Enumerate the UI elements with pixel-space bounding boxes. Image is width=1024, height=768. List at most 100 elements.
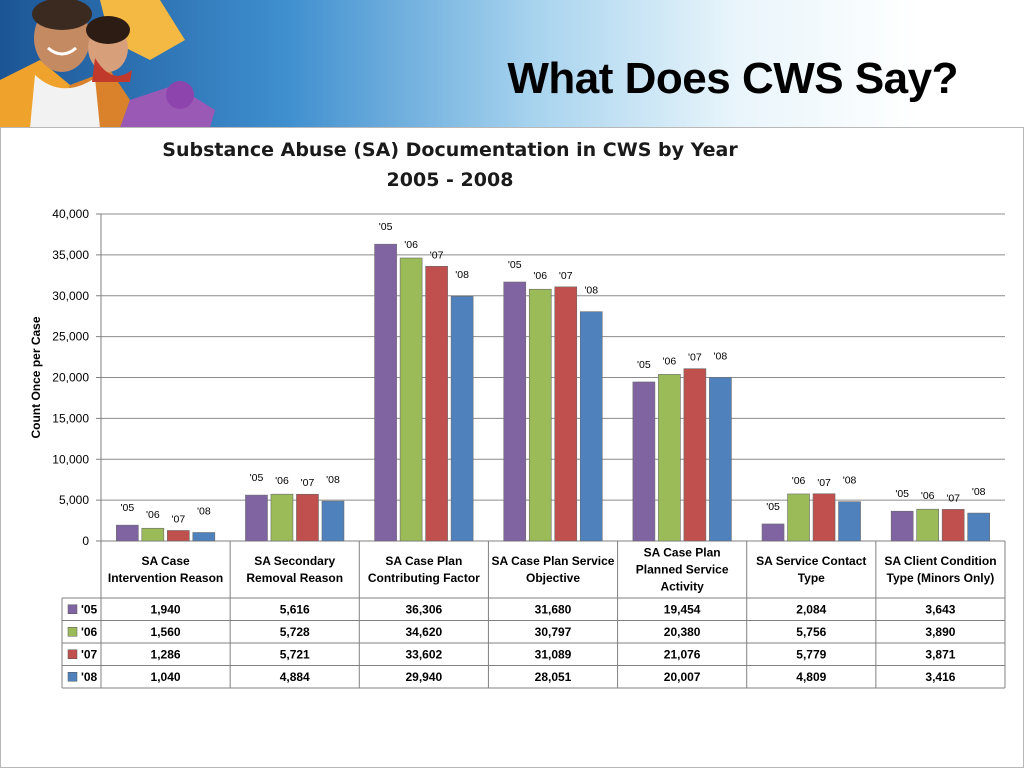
legend-swatch [67, 649, 78, 659]
category-label: Removal Reason [246, 571, 343, 585]
legend-label: '05 [81, 602, 98, 616]
y-tick-label: 40,000 [52, 207, 89, 221]
bar-year-label: '07 [559, 270, 573, 282]
bar [116, 524, 139, 542]
bar [916, 508, 939, 542]
bar-year-label: '06 [921, 490, 935, 502]
legend-swatch [67, 604, 78, 614]
bar-year-label: '05 [637, 359, 651, 371]
table-cell: 1,286 [151, 647, 181, 661]
bar [967, 512, 990, 542]
table-cell: 2,084 [796, 602, 826, 616]
bar-year-label: '07 [430, 249, 444, 261]
table-cell: 31,089 [535, 647, 572, 661]
chart-subtitle: 2005 - 2008 [386, 169, 514, 191]
table-cell: 5,779 [796, 647, 826, 661]
bar-year-label: '05 [895, 488, 909, 500]
bar-year-label: '06 [404, 239, 418, 251]
bar-year-label: '05 [379, 221, 393, 233]
table-cell: 1,040 [151, 670, 181, 684]
bar-year-label: '08 [197, 505, 211, 517]
table-cell: 4,809 [796, 670, 826, 684]
bar-year-label: '07 [688, 352, 702, 364]
table-cell: 30,797 [535, 625, 572, 639]
bar [658, 374, 681, 542]
bar [683, 368, 707, 542]
bar [245, 494, 268, 542]
table-cell: 5,616 [280, 602, 310, 616]
bar [399, 257, 423, 542]
category-label: Contributing Factor [368, 571, 480, 585]
table-cell: 1,940 [151, 602, 181, 616]
bar [709, 377, 732, 542]
bar [632, 381, 656, 542]
bar-year-label: '05 [120, 502, 134, 514]
chart-title: Substance Abuse (SA) Documentation in CW… [162, 139, 738, 161]
bar-year-label: '07 [171, 513, 185, 525]
bar-year-label: '05 [250, 472, 264, 484]
bar-year-label: '06 [533, 270, 547, 282]
bar-year-label: '08 [843, 475, 857, 487]
category-label: SA Case Plan [644, 546, 721, 560]
y-tick-label: 15,000 [52, 411, 89, 425]
category-label: Intervention Reason [108, 571, 223, 585]
table-cell: 3,890 [925, 625, 955, 639]
y-tick-label: 35,000 [52, 248, 89, 262]
y-tick-label: 20,000 [52, 371, 89, 385]
bar [450, 295, 474, 542]
bar-year-label: '08 [584, 285, 598, 297]
y-tick-label: 5,000 [59, 493, 89, 507]
bar-year-label: '08 [972, 486, 986, 498]
bar [890, 510, 914, 542]
bar-year-label: '07 [817, 477, 831, 489]
table-cell: 3,643 [925, 602, 955, 616]
table-cell: 29,940 [406, 670, 443, 684]
table-cell: 5,721 [280, 647, 310, 661]
category-label: SA Case Plan Service [492, 554, 615, 568]
bar-year-label: '06 [146, 509, 160, 521]
category-label: SA Case Plan [385, 554, 462, 568]
bar [787, 493, 810, 542]
bar [321, 500, 345, 542]
bar-year-label: '06 [663, 355, 677, 367]
table-cell: 20,380 [664, 625, 701, 639]
table-cell: 5,756 [796, 625, 826, 639]
bar [503, 281, 527, 542]
table-cell: 3,871 [925, 647, 955, 661]
table-cell: 5,728 [280, 625, 310, 639]
category-label: Type (Minors Only) [887, 571, 995, 585]
bar [167, 530, 190, 542]
bar [761, 523, 785, 542]
bar-year-label: '08 [455, 269, 469, 281]
y-tick-label: 10,000 [52, 452, 89, 466]
category-label: Type [798, 571, 825, 585]
header-banner: What Does CWS Say? [0, 0, 1024, 128]
category-label: Activity [660, 580, 704, 594]
table-cell: 28,051 [535, 670, 572, 684]
bar [528, 288, 552, 542]
bar [296, 493, 319, 542]
category-label: Planned Service [636, 563, 729, 577]
bar [192, 532, 216, 542]
legend-label: '08 [81, 670, 98, 684]
table-cell: 3,416 [925, 670, 955, 684]
bar [270, 493, 294, 542]
bar-year-label: '07 [301, 477, 315, 489]
legend-label: '06 [81, 625, 98, 639]
category-label: SA Service Contact [756, 554, 866, 568]
table-cell: 1,560 [151, 625, 181, 639]
table-cell: 4,884 [280, 670, 310, 684]
bar [812, 493, 836, 542]
category-label: SA Secondary [254, 554, 335, 568]
category-label: SA Client Condition [884, 554, 996, 568]
bar-year-label: '07 [946, 492, 960, 504]
legend-swatch [67, 627, 78, 637]
bar [838, 501, 861, 542]
y-axis-label: Count Once per Case [29, 316, 43, 438]
chart-title-block: Substance Abuse (SA) Documentation in CW… [100, 135, 800, 195]
legend-swatch [67, 672, 78, 682]
y-tick-label: 0 [82, 534, 89, 548]
category-label: SA Case [141, 554, 190, 568]
table-cell: 20,007 [664, 670, 701, 684]
